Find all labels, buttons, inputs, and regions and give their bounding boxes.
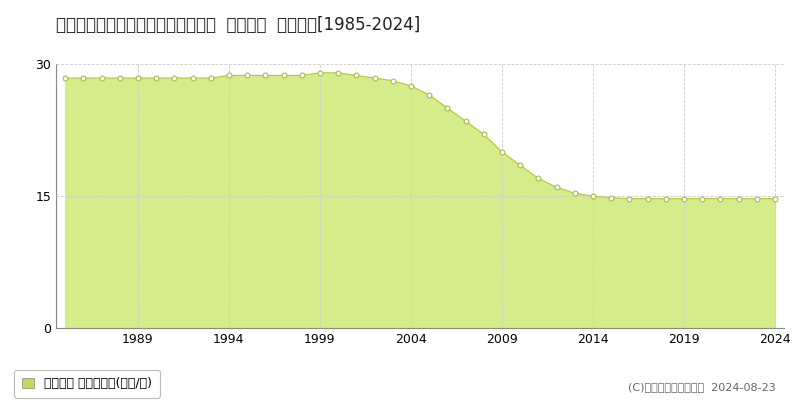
- Legend: 地価公示 平均坪単価(万円/坪): 地価公示 平均坪単価(万円/坪): [14, 370, 160, 398]
- Text: 青森県青森市桜川４丁目１０６２番  地価公示  地価推移[1985-2024]: 青森県青森市桜川４丁目１０６２番 地価公示 地価推移[1985-2024]: [56, 16, 420, 34]
- Text: (C)土地価格ドットコム  2024-08-23: (C)土地価格ドットコム 2024-08-23: [628, 382, 776, 392]
